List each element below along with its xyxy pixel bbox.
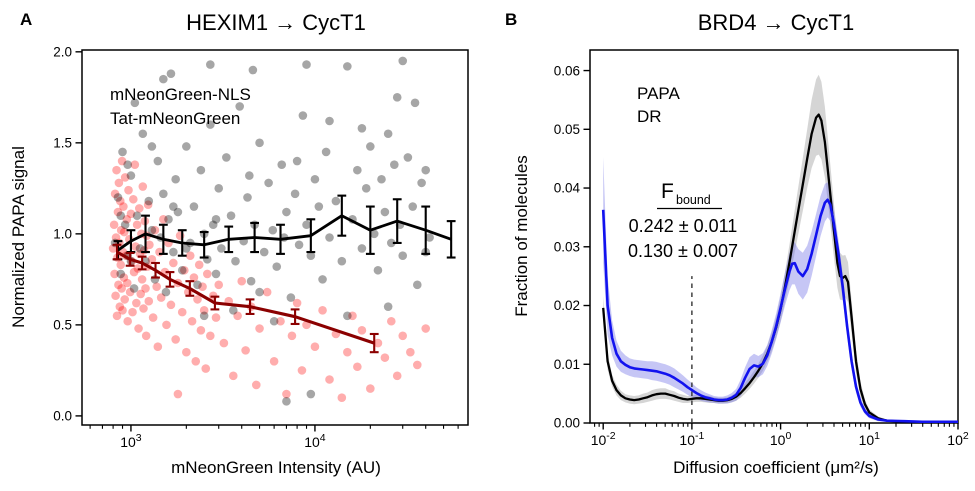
- tat-mneongreen-binned-line: [112, 243, 379, 354]
- panel-b-y-tick-label: 0.02: [554, 298, 580, 313]
- panel-b-x-tick-label: 101: [859, 430, 881, 448]
- panel-b-x-tick-label: 10-2: [591, 430, 616, 448]
- panel-b-y-axis-label: Fraction of molecules: [512, 155, 531, 317]
- panel-b-ticks: 10-2 10-1 100 101 102 0.00 0.01 0.02 0.03 0.04 0.0…: [554, 63, 969, 448]
- panel-a-y-tick-label: 1.0: [53, 227, 72, 242]
- panel-b-x-tick-label: 100: [770, 430, 792, 448]
- panel-a-y-axis-label: Normalized PAPA signal: [9, 146, 28, 328]
- legend-dr: DR: [637, 107, 662, 126]
- panel-a-x-tick-label: 104: [304, 432, 326, 450]
- panel-b-y-tick-label: 0.05: [554, 122, 580, 137]
- panel-a-frame: [81, 49, 469, 426]
- panel-a-y-tick-label: 0.5: [53, 318, 72, 333]
- panel-b-x-axis-label: Diffusion coefficient (μm²/s): [673, 458, 879, 477]
- panel-b-y-tick-label: 0.03: [554, 239, 580, 254]
- fbound-symbol: F: [661, 180, 674, 203]
- papa-curve: [601, 198, 958, 423]
- panel-b-title: BRD4 → CycT1: [698, 10, 854, 35]
- panel-b-data-layer: [601, 74, 958, 423]
- dr-curve: [602, 113, 958, 423]
- mneongreen-nls-binned-line: [113, 194, 456, 261]
- panel-b-y-tick-label: 0.00: [554, 416, 580, 431]
- panel-b-y-tick-label: 0.04: [554, 181, 581, 196]
- panel-b-x-tick-label: 10-1: [679, 430, 704, 448]
- panel-a-ticks: 103 104 0.0 0.5 1.0 1.5 2.0: [53, 45, 459, 450]
- papa-confidence-band: [603, 156, 958, 423]
- panel-a-y-tick-label: 1.5: [53, 136, 72, 151]
- panel-a-x-tick-label: 103: [120, 432, 142, 450]
- fbound-subscript: bound: [676, 193, 711, 207]
- tat-mneongreen-scatter: [108, 156, 431, 402]
- panel-b-frame: [589, 49, 959, 424]
- panel-b-label: B: [505, 10, 517, 29]
- panel-a-title: HEXIM1 → CycT1: [186, 10, 366, 35]
- panel-b-y-tick-label: 0.06: [554, 63, 580, 78]
- fbound-dr-value: 0.130 ± 0.007: [628, 241, 738, 261]
- panel-a-data-layer: [108, 56, 456, 406]
- panel-a-x-axis-label: mNeonGreen Intensity (AU): [171, 458, 381, 477]
- legend-papa: PAPA: [637, 84, 680, 103]
- panel-b-plot-area: 10-2 10-1 100 101 102 0.00 0.01 0.02 0.03 0.04 0.0…: [554, 49, 969, 448]
- panel-a-plot-area: 103 104 0.0 0.5 1.0 1.5 2.0: [53, 45, 469, 450]
- panel-b-x-tick-label: 102: [947, 430, 969, 448]
- panel-a-y-tick-label: 2.0: [53, 45, 72, 60]
- panel-a-label: A: [20, 10, 32, 29]
- panel-a-y-tick-label: 0.0: [53, 409, 72, 424]
- legend-mneongreen-nls: mNeonGreen-NLS: [110, 85, 251, 104]
- panel-b-y-tick-label: 0.01: [554, 357, 580, 372]
- fbound-papa-value: 0.242 ± 0.011: [629, 216, 738, 236]
- legend-tat-mneongreen: Tat-mNeonGreen: [110, 109, 240, 128]
